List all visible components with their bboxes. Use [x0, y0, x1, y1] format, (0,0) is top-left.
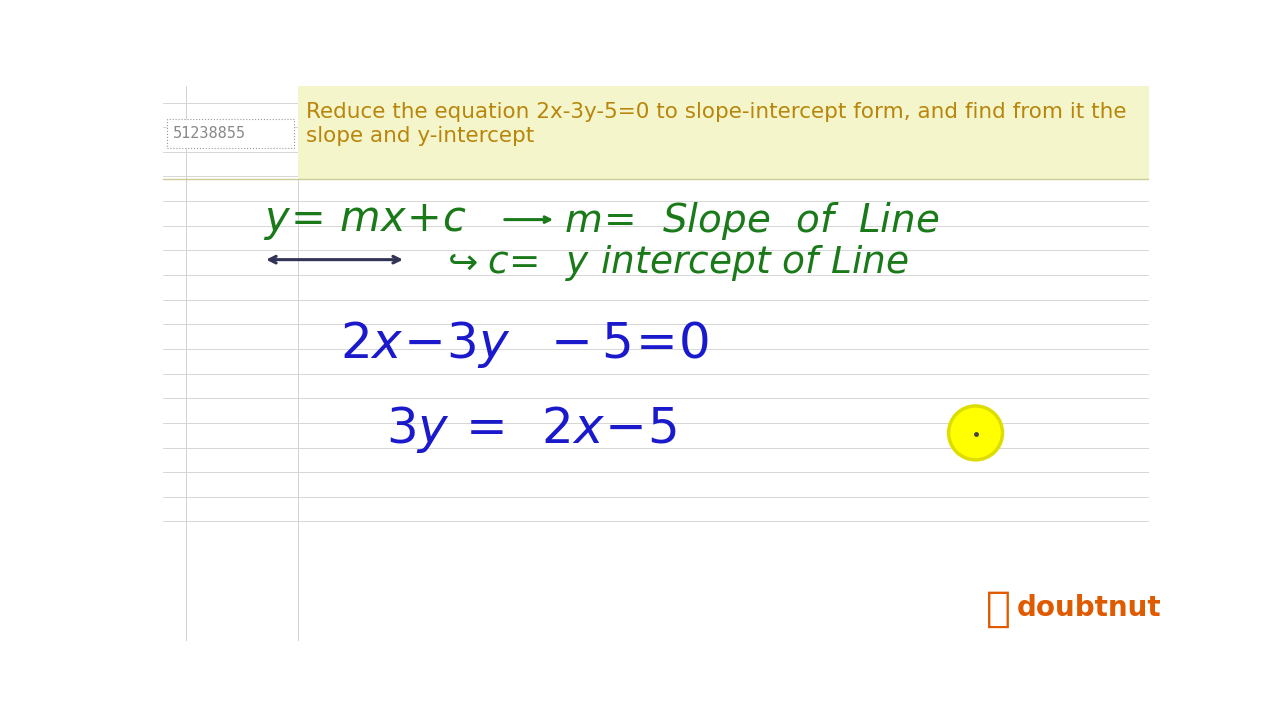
Bar — [298, 86, 1149, 179]
Text: $m\!=\! \ \ Slope \ \ of \ \ Line$: $m\!=\! \ \ Slope \ \ of \ \ Line$ — [563, 200, 940, 242]
Text: $2x\!-\!3y \ \ -5\!=\!0$: $2x\!-\!3y \ \ -5\!=\!0$ — [340, 319, 709, 370]
Text: $\hookrightarrow$: $\hookrightarrow$ — [440, 246, 477, 280]
Text: Reduce the equation 2x-3y-5=0 to slope-intercept form, and find from it the: Reduce the equation 2x-3y-5=0 to slope-i… — [306, 102, 1126, 122]
FancyBboxPatch shape — [168, 119, 294, 148]
Text: 51238855: 51238855 — [173, 126, 246, 141]
Circle shape — [948, 406, 1002, 460]
Text: slope and y-intercept: slope and y-intercept — [306, 127, 534, 146]
Text: ⓓ: ⓓ — [986, 588, 1011, 629]
Text: $3y \ \!=\! \ \ 2x\!-\!5$: $3y \ \!=\! \ \ 2x\!-\!5$ — [387, 403, 677, 454]
Text: doubtnut: doubtnut — [1016, 595, 1161, 623]
Text: $c\!=\! \ \ y \ intercept \ of \ Line$: $c\!=\! \ \ y \ intercept \ of \ Line$ — [486, 243, 909, 283]
Text: $y\!=\! \ mx\!+\!c$: $y\!=\! \ mx\!+\!c$ — [264, 200, 467, 242]
